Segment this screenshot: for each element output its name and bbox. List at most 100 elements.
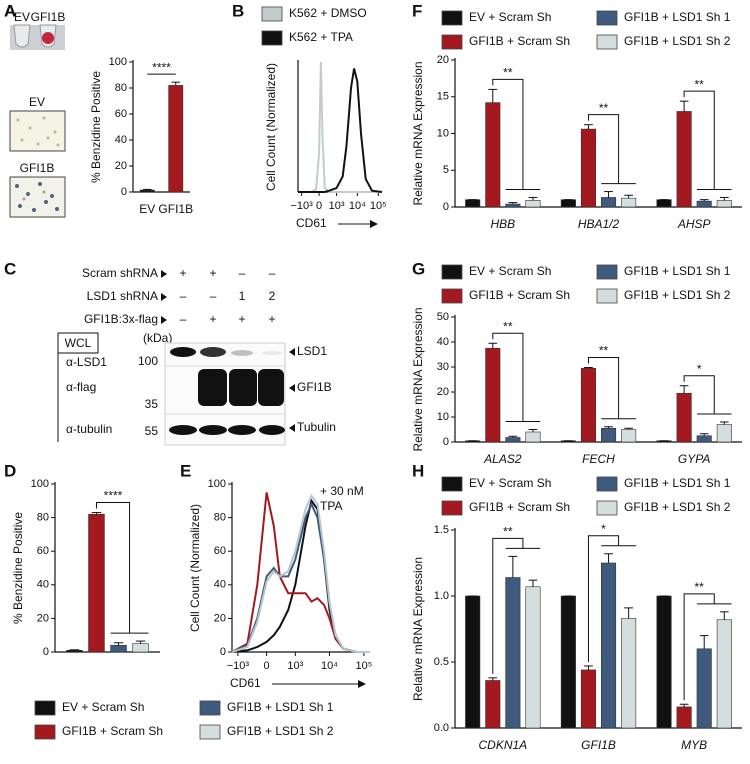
bar — [580, 128, 596, 208]
antibody-label: α-flag — [66, 380, 96, 394]
legend-swatch — [441, 288, 463, 304]
bar — [580, 367, 596, 443]
x-tick-label: HBA1/2 — [578, 217, 620, 231]
bar — [621, 618, 637, 729]
x-tick-label: ALAS2 — [483, 452, 522, 466]
legend-swatch — [596, 34, 618, 50]
y-tick-label: 15 — [437, 91, 449, 103]
x-tick-label: EV — [139, 202, 155, 216]
lane-label: – — [180, 312, 187, 326]
bar — [88, 513, 105, 653]
y-axis-label: Cell Count (Normalized) — [264, 63, 278, 191]
bar — [716, 424, 732, 443]
significance-bracket — [683, 375, 715, 414]
legend-swatch — [596, 264, 618, 280]
bar — [716, 200, 732, 208]
significance-bracket — [95, 502, 131, 634]
bar — [696, 200, 712, 208]
series-line — [298, 68, 383, 193]
micrograph — [9, 176, 66, 218]
legend-label: GFI1B + Scram Sh — [469, 288, 570, 302]
lane-label: + — [209, 266, 216, 280]
x-tick-label: CDKN1A — [478, 738, 527, 752]
legend-swatch — [199, 700, 221, 716]
significance-label: ** — [599, 101, 609, 115]
legend-label: GFI1B + Scram Sh — [469, 500, 570, 514]
legend-swatch — [34, 724, 56, 740]
y-tick-label: 0 — [43, 646, 49, 658]
bar — [696, 648, 712, 729]
significance-label: **** — [152, 60, 171, 74]
bar — [676, 706, 692, 729]
band-label: LSD1 — [297, 344, 327, 358]
significance-label: ** — [503, 66, 513, 80]
blot-bands — [169, 347, 285, 435]
bar — [601, 197, 617, 208]
legend-label: GFI1B + LSD1 Sh 1 — [624, 10, 731, 24]
x-tick-label: 10³ — [287, 660, 303, 672]
x-tick-label: 0 — [316, 200, 322, 212]
x-tick-label: −10³ — [290, 200, 313, 212]
bar — [485, 102, 501, 208]
significance-label: ** — [599, 344, 609, 358]
significance-bracket — [587, 535, 620, 662]
significance-label: * — [697, 362, 702, 376]
legend-swatch — [596, 500, 618, 516]
x-tick-label: 10⁴ — [349, 200, 366, 212]
legend-label: EV + Scram Sh — [62, 700, 144, 714]
image-label: GFI1B — [20, 161, 55, 175]
triangle — [161, 270, 167, 278]
row-label: GFI1B:3x-flag — [84, 312, 158, 326]
bar — [66, 650, 83, 653]
panel-letter: G — [412, 259, 425, 278]
significance-bracket — [587, 114, 620, 184]
bar — [139, 189, 155, 193]
bar — [505, 203, 521, 208]
lane-label: – — [210, 289, 217, 303]
significance-bracket — [492, 537, 524, 674]
lysate-label: WCL — [65, 336, 92, 350]
y-tick-label: 40 — [437, 336, 449, 348]
y-tick-label: 80 — [115, 82, 127, 94]
series-line — [298, 61, 382, 193]
x-tick-label: HBB — [490, 217, 515, 231]
y-tick-label: 40 — [214, 579, 226, 591]
y-tick-label: 100 — [109, 56, 127, 68]
y-tick-label: 60 — [37, 545, 49, 557]
y-tick-label: 20 — [437, 386, 449, 398]
x-tick-label: GFI1B — [158, 202, 193, 216]
bar — [601, 427, 617, 443]
triangle — [289, 424, 295, 432]
y-tick-label: 40 — [37, 579, 49, 591]
wcl-box — [57, 332, 99, 354]
legend-swatch — [261, 6, 283, 22]
panel-letter: A — [4, 1, 16, 20]
x-tick-label: AHSP — [677, 217, 711, 231]
x-arrow-head — [370, 220, 378, 228]
triangle — [289, 384, 295, 392]
x-tick-label: 10⁴ — [321, 660, 338, 672]
cells — [15, 182, 59, 212]
legend-swatch — [441, 476, 463, 492]
legend-label: GFI1B + LSD1 Sh 2 — [227, 724, 334, 738]
legend-label: GFI1B + Scram Sh — [469, 34, 570, 48]
marker-label: 55 — [145, 424, 159, 438]
significance-bracket — [492, 332, 524, 422]
tube-label: GFI1B — [31, 10, 66, 24]
legend-swatch — [596, 476, 618, 492]
y-tick-label: 0 — [443, 436, 449, 448]
legend-label: GFI1B + LSD1 Sh 1 — [227, 700, 334, 714]
legend-swatch — [441, 10, 463, 26]
y-tick-label: 0 — [443, 201, 449, 213]
x-tick-label: GYPA — [678, 452, 710, 466]
band-label: GFI1B — [297, 380, 332, 394]
y-tick-label: 10 — [437, 411, 449, 423]
significance-bracket — [683, 90, 715, 190]
bar — [465, 199, 481, 208]
y-axis-label: % Benzidine Positive — [11, 512, 25, 624]
kda-label: (kDa) — [143, 331, 172, 345]
y-axis-label: % Benzidine Positive — [89, 71, 103, 183]
legend-label: GFI1B + LSD1 Sh 1 — [624, 476, 731, 490]
legend-label: EV + Scram Sh — [469, 10, 551, 24]
